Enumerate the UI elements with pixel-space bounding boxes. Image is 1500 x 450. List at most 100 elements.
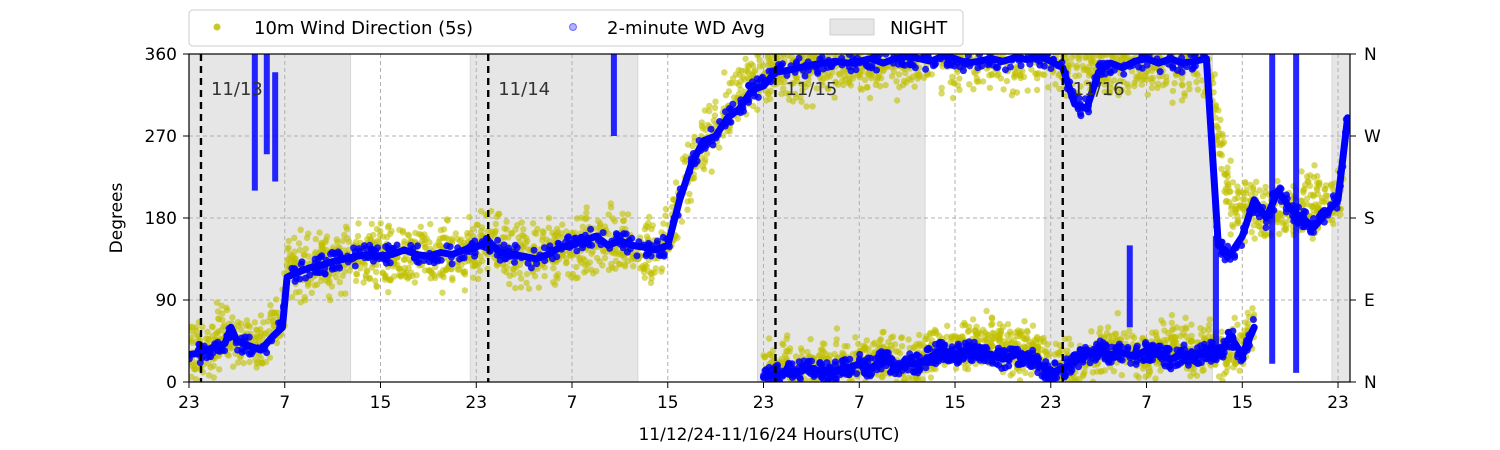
raw-point [1207, 316, 1213, 322]
legend-swatch-avg [570, 24, 577, 31]
avg-point [1064, 358, 1071, 365]
avg-point [896, 360, 903, 367]
raw-point [966, 328, 972, 334]
raw-point [1316, 182, 1322, 188]
avg-point [932, 360, 939, 367]
raw-point [1232, 315, 1238, 321]
avg-point [352, 263, 359, 270]
raw-point [1197, 325, 1203, 331]
avg-point [746, 83, 753, 90]
avg-point [978, 63, 985, 70]
avg-point [878, 366, 885, 373]
raw-point [490, 230, 496, 236]
avg-point [862, 362, 869, 369]
raw-point [286, 238, 292, 244]
avg-point [1233, 244, 1240, 251]
raw-point [344, 235, 350, 241]
raw-point [1024, 329, 1030, 335]
raw-point [530, 220, 536, 226]
raw-point [219, 317, 225, 323]
avg-point [814, 70, 821, 77]
raw-point [756, 57, 762, 63]
raw-point [1225, 181, 1231, 187]
raw-point [1188, 339, 1194, 345]
raw-point [684, 198, 690, 204]
raw-point [848, 82, 854, 88]
raw-point [588, 251, 594, 257]
avg-point [505, 248, 512, 255]
day-marker-label: 11/13 [211, 79, 263, 100]
raw-point [297, 247, 303, 253]
avg-point [431, 259, 438, 266]
raw-point [193, 325, 199, 331]
raw-point [235, 319, 241, 325]
raw-point [438, 272, 444, 278]
raw-point [380, 233, 386, 239]
avg-point [1015, 57, 1022, 64]
avg-point [1026, 61, 1033, 68]
x-tick-label: 23 [178, 393, 200, 413]
legend-swatch-raw [214, 24, 221, 31]
raw-point [269, 309, 275, 315]
raw-point [187, 324, 193, 330]
raw-point [620, 217, 626, 223]
raw-point [1188, 321, 1194, 327]
avg-point [780, 371, 787, 378]
raw-point [834, 336, 840, 342]
avg-point [892, 366, 899, 373]
day-marker-label: 11/15 [785, 79, 837, 100]
raw-point [305, 283, 311, 289]
avg-point [1339, 163, 1346, 170]
avg-point [239, 346, 246, 353]
raw-point [762, 354, 768, 360]
avg-point [448, 254, 455, 261]
raw-point [462, 268, 468, 274]
raw-point [1064, 348, 1070, 354]
raw-point [1147, 368, 1153, 374]
avg-point [584, 239, 591, 246]
raw-point [990, 343, 996, 349]
avg-point [722, 123, 729, 130]
raw-point [590, 270, 596, 276]
raw-point [456, 266, 462, 272]
avg-point [1079, 359, 1086, 366]
avg-point [503, 255, 510, 262]
raw-point [1237, 202, 1243, 208]
raw-point [1046, 351, 1052, 357]
raw-point [192, 366, 198, 372]
avg-point [987, 58, 994, 65]
raw-point [646, 214, 652, 220]
raw-point [333, 274, 339, 280]
raw-point [949, 74, 955, 80]
raw-point [536, 284, 542, 290]
avg-point [514, 253, 521, 260]
raw-point [699, 119, 705, 125]
avg-point [1231, 254, 1238, 261]
raw-point [878, 75, 884, 81]
raw-point [1030, 323, 1036, 329]
avg-point [930, 58, 937, 65]
raw-point [712, 99, 718, 105]
raw-point [1125, 89, 1131, 95]
avg-point [923, 354, 930, 361]
raw-point [1000, 86, 1006, 92]
raw-point [1076, 72, 1082, 78]
avg-point [648, 253, 655, 260]
avg-point [728, 106, 735, 113]
avg-point [924, 346, 931, 353]
raw-point [1224, 364, 1230, 370]
avg-point [1042, 371, 1049, 378]
raw-point [378, 220, 384, 226]
raw-point [568, 274, 574, 280]
avg-point [1226, 333, 1233, 340]
avg-point [1283, 205, 1290, 212]
raw-point [799, 348, 805, 354]
avg-point [1095, 343, 1102, 350]
avg-point [1009, 353, 1016, 360]
raw-point [989, 316, 995, 322]
avg-point [1333, 197, 1340, 204]
avg-point [788, 62, 795, 69]
raw-point [842, 343, 848, 349]
avg-point [1248, 328, 1255, 335]
raw-point [608, 200, 614, 206]
